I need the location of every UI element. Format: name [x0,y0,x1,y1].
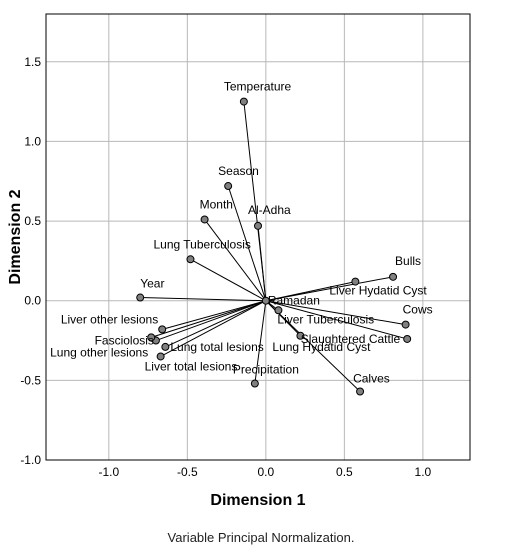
label-bulls: Bulls [395,254,421,268]
point-liver-hydatid-cyst [351,277,360,286]
axis-ticks: -1.0 -0.5 0.0 0.5 1.0 -1.0 -0.5 0.0 0.5 1.0 1.5 [20,55,431,479]
y-tick-label: 1.0 [24,134,41,148]
data-points [136,97,412,396]
point-temperature [239,97,248,106]
point-lung-other-lesions [147,333,156,342]
point-al-adha [254,221,262,230]
point-slaughtered-cattle [403,334,412,343]
label-slaughtered-cattle: Slaughtered Cattle [301,332,401,346]
label-year: Year [140,277,164,291]
vector-year [140,297,266,302]
point-month [200,215,209,224]
vector-al-adha [257,225,267,301]
x-tick-label: 0.5 [336,465,353,479]
point-cows [401,320,410,329]
vector-lines [140,101,408,392]
label-calves: Calves [353,372,390,386]
point-liver-tuberculosis [274,306,283,315]
point-bulls [389,272,398,281]
x-tick-label: 1.0 [415,465,432,479]
vector-month [204,219,267,302]
label-lung-tuberculosis: Lung Tuberculosis [153,237,250,251]
vector-precipitation [254,300,267,384]
label-lung-hydatid-cyst: Lung Hydatid Cyst [272,340,371,354]
label-liver-hydatid-cyst: Liver Hydatid Cyst [329,284,427,298]
label-ramadan: Ramadan [268,294,320,308]
x-tick-label: -0.5 [177,465,198,479]
y-tick-label: -1.0 [20,453,41,467]
vector-lung-total-lesions [165,300,267,348]
point-lung-hydatid-cyst [296,331,305,340]
vector-lung-other-lesions [151,300,267,338]
vector-season [227,185,267,301]
y-axis-title: Dimension 2 [7,189,24,284]
point-lung-tuberculosis [186,255,195,264]
x-tick-label: -1.0 [98,465,119,479]
y-tick-label: 0.5 [24,214,41,228]
label-month: Month [200,197,233,211]
vector-slaughtered-cattle [265,300,408,340]
label-cows: Cows [403,303,433,317]
label-liver-tuberculosis: Liver Tuberculosis [277,312,374,326]
point-liver-other-lesions [158,325,167,334]
label-al-adha: Al-Adha [248,203,291,217]
vector-lung-tuberculosis [190,258,267,302]
point-season [224,182,233,191]
footnote: Variable Principal Normalization. [167,530,355,545]
label-liver-other-lesions: Liver other lesions [61,312,158,326]
vector-cows [265,300,406,326]
label-fasciolosis: Fasciolosis [95,334,154,348]
vector-liver-other-lesions [162,300,266,330]
vector-bulls [265,276,394,302]
y-tick-label: -0.5 [20,373,41,387]
label-lung-other-lesions: Lung other lesions [50,345,148,359]
label-precipitation: Precipitation [233,363,299,377]
x-axis-title: Dimension 1 [210,492,305,509]
x-tick-label: 0.0 [258,465,275,479]
y-tick-label: 0.0 [24,294,41,308]
label-season: Season [218,164,259,178]
y-tick-label: 1.5 [24,55,41,69]
point-year [136,293,145,302]
vector-liver-hydatid-cyst [265,281,356,302]
point-liver-total-lesions [156,352,165,361]
point-precipitation [250,379,259,388]
vector-liver-total-lesions [160,300,267,357]
point-lung-total-lesions [161,342,170,351]
point-ramadan [261,296,270,305]
point-labels: Temperature Season Month Al-Adha Lung Tuberc… [50,80,432,386]
point-calves [356,387,365,396]
plot-frame [45,13,471,461]
label-lung-total-lesions: Lung total lesions [170,340,263,354]
vector-calves [265,300,361,392]
label-temperature: Temperature [224,80,292,94]
vector-fasciolosis [155,300,267,342]
label-liver-total-lesions: Liver total lesions [145,359,238,373]
